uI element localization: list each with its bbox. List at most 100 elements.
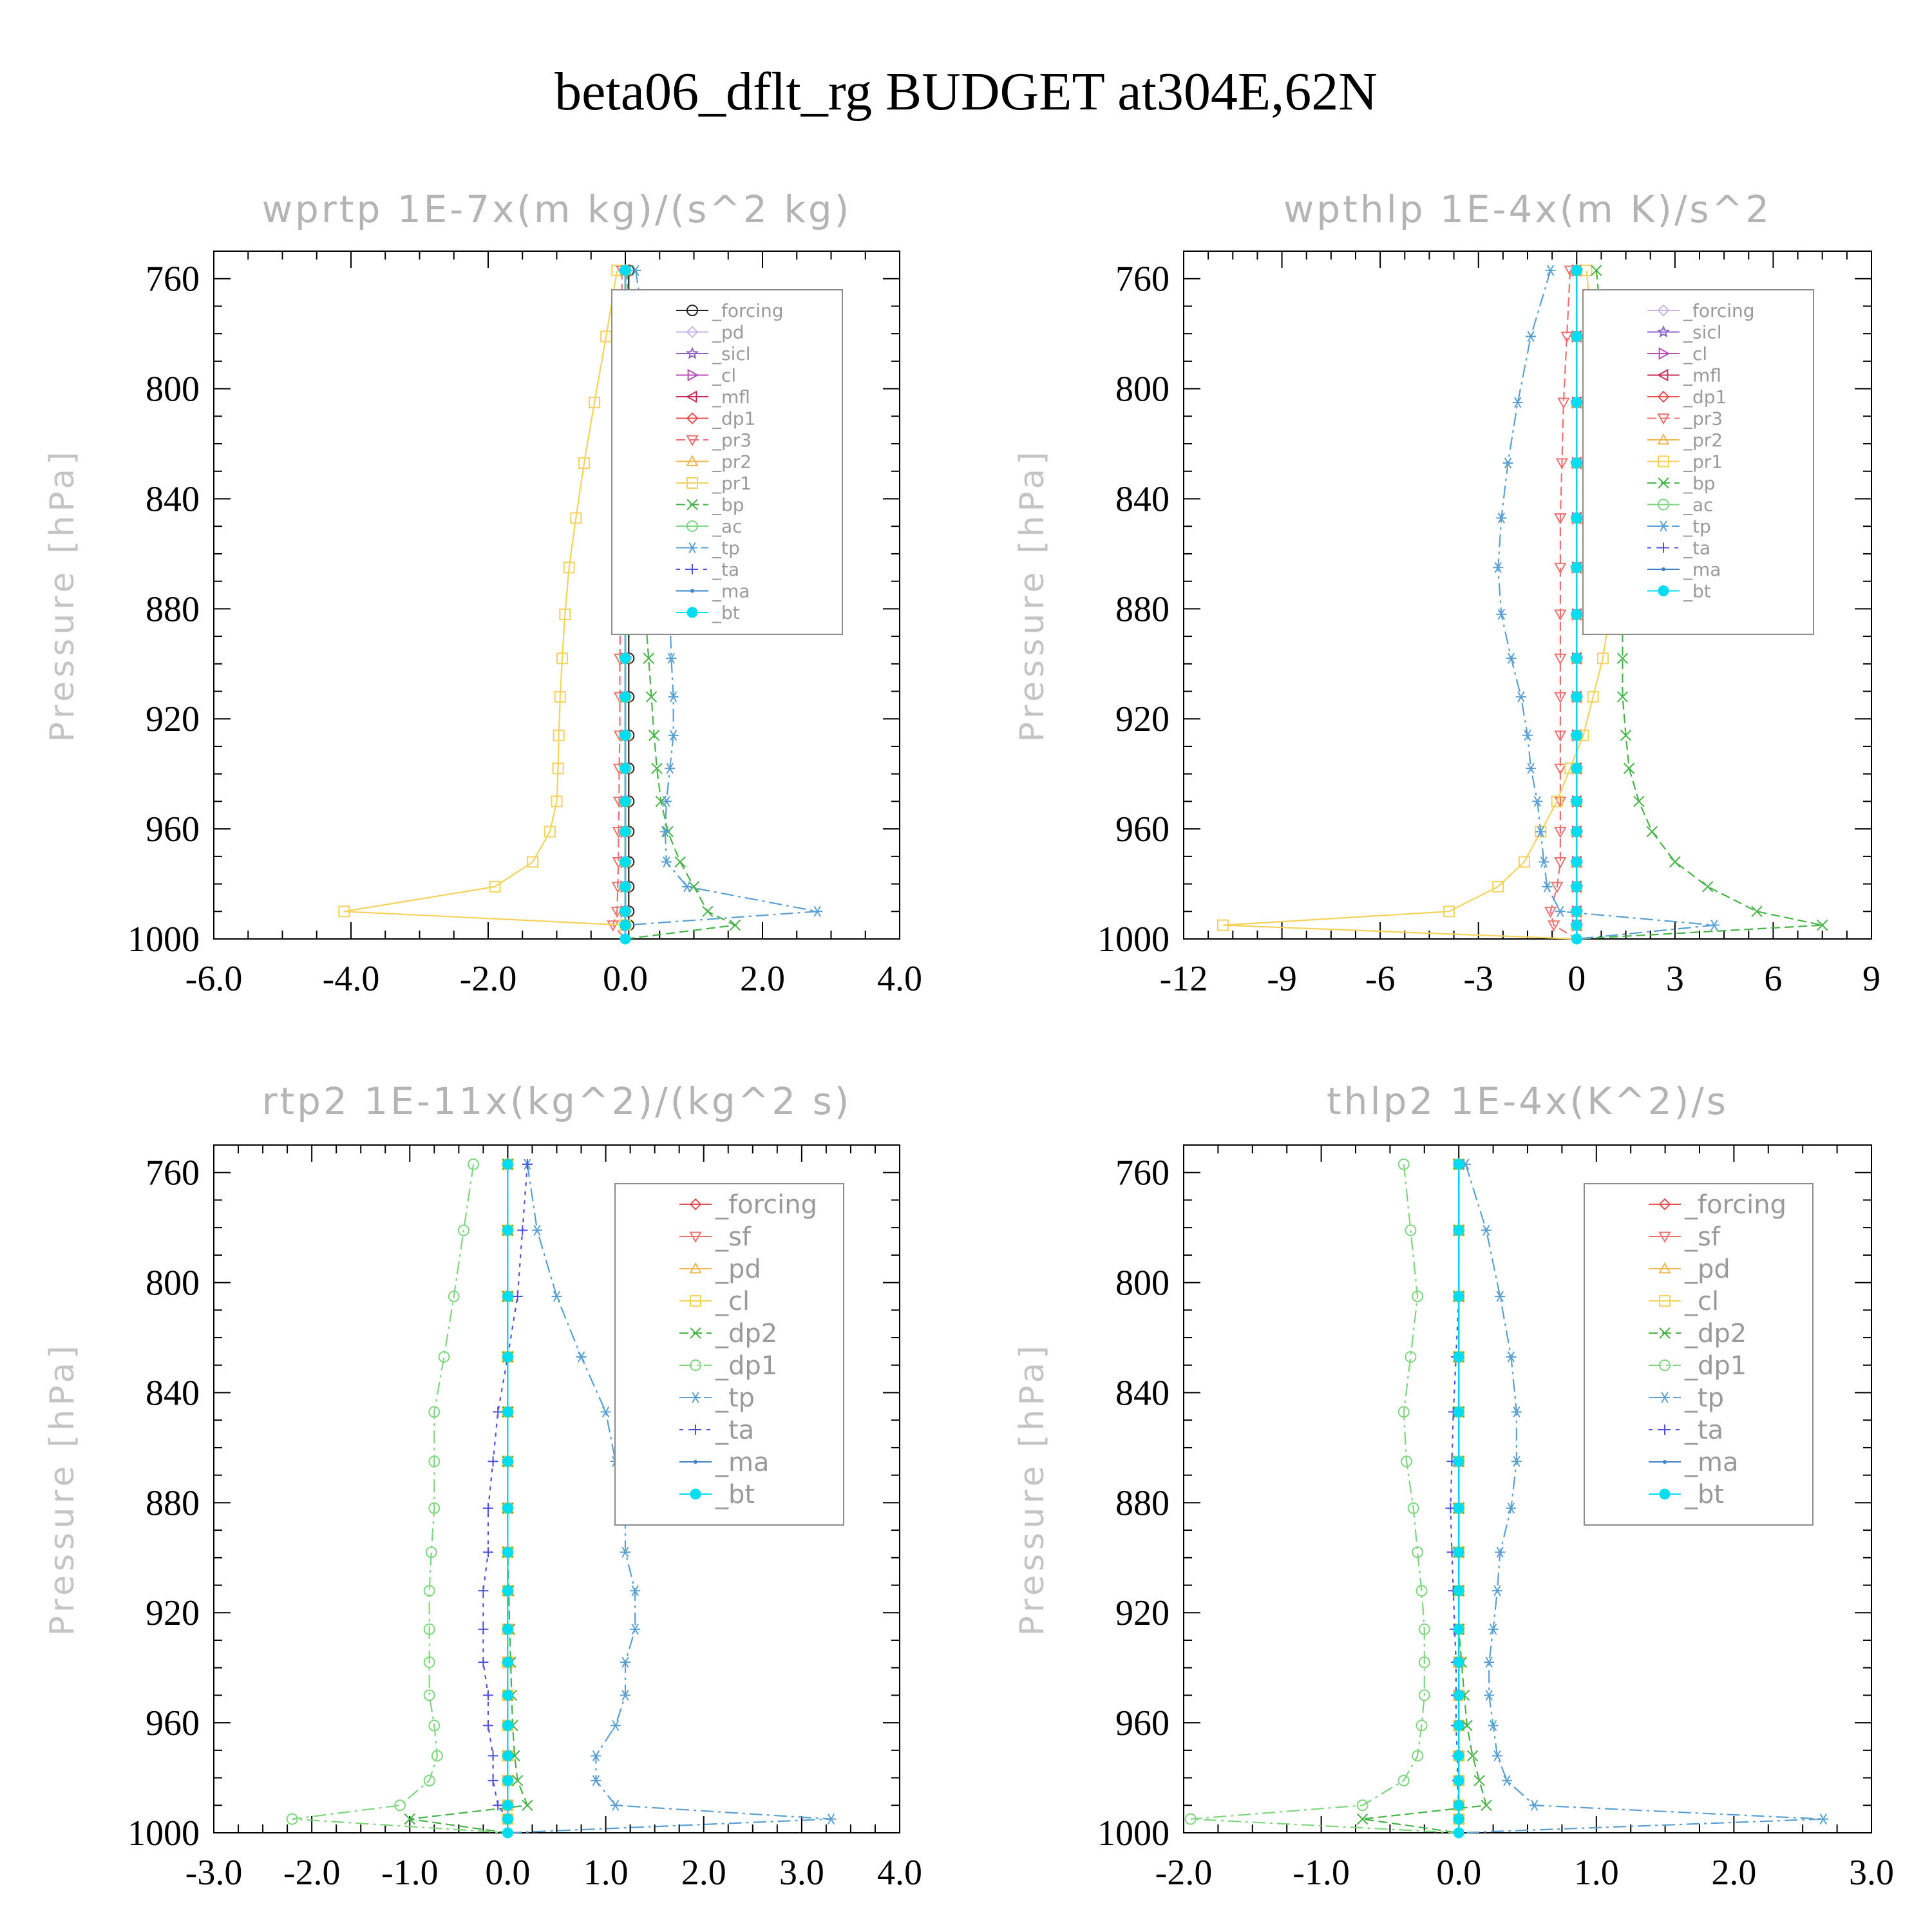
data-point <box>645 691 658 703</box>
data-point <box>1492 1585 1503 1596</box>
data-point <box>1453 1291 1464 1302</box>
panel-wprtp: wprtp 1E-7x(m kg)/(s^2 kg) Pressure [hPa]… <box>43 187 922 999</box>
panel-thlp2: thlp2 1E-4x(K^2)/s Pressure [hPa] 760 800 84… <box>1013 1079 1894 1893</box>
series-bt <box>1571 265 1582 945</box>
legend-marker <box>1658 1262 1671 1274</box>
data-point <box>1535 826 1546 837</box>
data-point <box>1571 856 1582 867</box>
data-point <box>554 691 566 703</box>
legend-label: _dp1 <box>712 408 755 429</box>
data-point <box>620 826 631 837</box>
data-point <box>1506 1351 1517 1363</box>
data-point <box>702 905 714 917</box>
x-tick-label: 2.0 <box>681 1853 726 1893</box>
data-point <box>1506 652 1517 664</box>
x-tick-label: -6.0 <box>185 959 243 999</box>
legend-marker <box>687 368 699 382</box>
data-point <box>620 795 631 807</box>
data-point <box>488 1456 498 1467</box>
data-point <box>502 1799 513 1811</box>
data-point <box>1492 880 1504 893</box>
legend-marker <box>690 589 694 593</box>
data-point <box>448 1290 460 1302</box>
data-point <box>1496 609 1507 620</box>
data-point <box>826 1814 837 1825</box>
legend-marker <box>1658 520 1669 532</box>
data-point <box>1217 919 1229 931</box>
y-tick-label: 960 <box>146 810 200 849</box>
data-point <box>620 1656 630 1668</box>
data-point <box>517 1225 528 1236</box>
data-point <box>589 396 601 408</box>
legend-label: _pr1 <box>712 473 752 494</box>
series-line-dp1 <box>292 1164 508 1834</box>
x-tick-label: -12 <box>1160 959 1208 999</box>
data-point <box>404 1813 415 1825</box>
legend-marker <box>1658 585 1669 596</box>
series-line-tp <box>507 1164 831 1834</box>
data-point <box>1554 826 1567 838</box>
data-point <box>620 1689 630 1701</box>
legend-label: _bt <box>1684 1480 1724 1510</box>
x-tick-label: 1.0 <box>583 1853 629 1893</box>
legend-label: _tp <box>715 1383 755 1413</box>
data-point <box>1495 1546 1506 1558</box>
data-point <box>423 1656 435 1669</box>
x-tick-label: 0 <box>1567 959 1586 999</box>
data-point <box>812 905 823 917</box>
legend-label: _ma <box>1683 559 1721 580</box>
legend: _forcing_sicl_cl_mfl_dp1_pr3_pr2_pr1_bp_… <box>1582 289 1814 635</box>
data-point <box>1453 1656 1464 1668</box>
legend-marker <box>686 435 699 447</box>
y-tick-label: 880 <box>146 1483 200 1523</box>
data-point <box>1571 652 1582 664</box>
data-point <box>620 920 631 931</box>
series-tp <box>1493 265 1719 940</box>
data-point <box>522 1799 533 1811</box>
data-point <box>1453 1351 1464 1363</box>
data-point <box>1554 609 1567 621</box>
legend-label: _tp <box>712 537 740 558</box>
legend-label: _pr3 <box>1683 408 1723 429</box>
data-point <box>1571 795 1582 807</box>
legend-label: _dp2 <box>1684 1319 1747 1349</box>
y-tick-label: 960 <box>146 1703 200 1743</box>
data-point <box>1529 1799 1540 1811</box>
legend-marker <box>1660 1392 1670 1403</box>
data-point <box>630 265 641 276</box>
legend-label: _ta <box>1683 537 1710 558</box>
y-axis-label: Pressure [hPa] <box>43 1342 82 1636</box>
legend-label: _forcing <box>1683 300 1755 321</box>
data-point <box>394 1799 406 1812</box>
data-point <box>457 1224 469 1236</box>
y-tick-label: 840 <box>1115 479 1170 519</box>
data-point <box>1418 1689 1430 1701</box>
x-tick-label: -2.0 <box>283 1853 341 1893</box>
series-line-dp2 <box>410 1164 529 1834</box>
data-point <box>1591 265 1602 276</box>
data-point <box>428 1719 440 1732</box>
data-point <box>1542 881 1553 893</box>
data-point <box>1453 1546 1464 1558</box>
data-point <box>1453 1799 1464 1811</box>
legend-marker <box>1657 413 1670 425</box>
y-axis-label: Pressure [hPa] <box>1013 448 1052 743</box>
data-point <box>1557 397 1570 410</box>
data-point <box>1571 457 1582 469</box>
legend-marker <box>689 1198 702 1211</box>
data-point <box>483 1502 493 1513</box>
legend-marker <box>1660 1425 1670 1435</box>
data-point <box>502 1406 513 1417</box>
series-dp1 <box>286 1158 508 1834</box>
series-bt <box>1453 1159 1464 1839</box>
data-point <box>1416 1719 1428 1732</box>
legend-label: _sicl <box>1683 321 1722 343</box>
data-point <box>578 457 591 469</box>
legend-marker <box>1657 433 1670 445</box>
data-point <box>502 1624 513 1635</box>
data-point <box>1587 691 1599 703</box>
data-point <box>502 1455 513 1467</box>
y-tick-label: 920 <box>146 1593 200 1633</box>
data-point <box>1453 1814 1464 1825</box>
y-tick-label: 840 <box>146 479 200 519</box>
